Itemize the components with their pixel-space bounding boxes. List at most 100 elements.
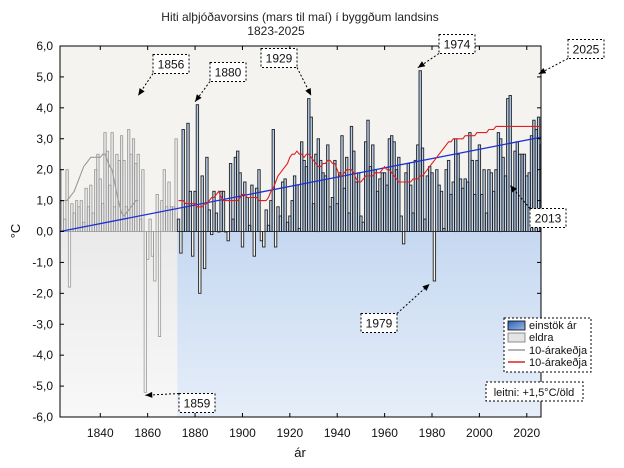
x-tick-label: 1900 [229,426,256,440]
legend-swatch-eldra [507,332,526,343]
callout-box-2025 [567,39,605,59]
y-tick-label: -2,0 [32,286,53,300]
bar-1980 [430,172,434,232]
x-axis: 1840 1860 1880 1900 1920 1940 1960 1980 2000 2020 [87,46,540,440]
bar-1874 [179,231,183,254]
bar-1861 [148,218,152,232]
trend-line [60,136,541,233]
old-running-mean-line [60,153,139,217]
callout-box-1859 [178,393,216,413]
x-tick-label: 1980 [419,426,446,440]
callout-label-1974: 1974 [444,38,471,52]
callout-label-2025: 2025 [573,43,600,57]
callout-label-1859: 1859 [184,397,211,411]
bar-1872 [174,138,178,232]
bar-1886 [207,209,211,232]
bar-1859 [143,231,147,393]
y-tick-label: 4,0 [36,101,53,115]
trend-label: leitni: +1,5°C/öld [494,387,575,399]
bar-1976 [420,147,425,232]
callout-arrow-2025 [538,68,547,74]
legend-label-einstok: einstök ár [529,320,577,332]
older-area-fill [60,129,178,417]
legend-label-old-mean: 10-árakeðja [529,345,588,357]
legend-label-mean: 10-árakeðja [529,357,588,369]
bar-1899 [238,172,242,232]
bar-1981 [432,231,437,282]
callout-line-1929 [296,67,312,96]
bar-1863 [153,231,157,282]
bar-1936 [326,144,330,232]
y-tick-label: -1,0 [32,255,53,269]
callout-arrow-1856 [138,88,145,96]
bar-1904 [250,184,254,232]
bar-1918 [283,178,287,232]
running-mean-line [178,125,541,208]
bar-1865 [157,231,162,337]
bar-1894 [226,231,230,242]
bar-1905 [252,231,256,257]
annotations: 1856 1880 1929 1974 2025 2013 1979 1859 [137,34,605,413]
bar-1910 [264,209,268,232]
x-tick-label: 1960 [371,426,398,440]
bar-1968 [401,231,406,245]
bar-1971 [409,184,413,232]
bar-1892 [221,190,226,232]
bar-1944 [345,156,349,232]
trend-label-box [485,381,584,402]
bar-1845 [110,132,114,232]
x-tick-label: 1880 [182,426,209,440]
x-tick-label: 2020 [513,426,540,440]
y-tick-label: 2,0 [36,163,53,177]
callout-arrow-1979 [422,284,430,291]
y-axis-label: °C [8,224,23,239]
legend: einstök ár eldra 10-árakeðja 10-árakeðja [503,317,592,373]
callout-box-1929 [260,48,298,68]
x-tick-label: 1860 [134,426,161,440]
callout-arrow-1859 [145,391,153,398]
y-tick-label: 0,0 [36,225,53,239]
x-tick-label: 1940 [324,426,351,440]
x-tick-label: 2000 [466,426,493,440]
bar-1887 [210,231,214,236]
callout-line-2025 [538,58,569,75]
bar-1879 [191,231,195,257]
y-tick-label: -3,0 [32,317,53,331]
callout-label-1929: 1929 [266,52,293,66]
legend-swatch-einstok [507,320,526,331]
bar-1836 [89,184,93,232]
bar-1942 [340,135,344,232]
bar-1914 [273,231,278,248]
bars-area-fill [177,70,541,417]
callout-box-1880 [209,62,247,82]
lines-layer [60,125,541,233]
callout-box-1974 [438,34,476,54]
y-tick-label: -4,0 [32,348,53,362]
bar-1878 [188,190,192,232]
y-axis: -6,0 -5,0 -4,0 -3,0 -2,0 -1,0 0,0 1,0 2,0 3,0 4,0 5… [32,39,541,424]
bar-1885 [205,156,209,232]
callout-label-1856: 1856 [158,58,185,72]
y-tick-label: -6,0 [32,410,53,424]
bar-1913 [271,129,275,232]
callout-box-1979 [360,313,398,333]
bar-1889 [214,212,219,232]
chart-title: Hiti alþjóðavorsins (mars til maí) í byg… [161,10,438,24]
bar-1877 [186,122,190,232]
bar-2000 [477,144,482,232]
callout-arrow-1929 [305,88,312,96]
bar-1881 [195,104,200,232]
callout-label-2013: 2013 [535,212,562,226]
bar-1909 [262,231,266,248]
bar-1856 [136,153,140,232]
callout-box-1856 [152,54,190,74]
y-tick-label: 3,0 [36,132,53,146]
bar-1984 [439,190,444,232]
y-tick-label: 5,0 [36,70,53,84]
area-fills [60,70,541,417]
callout-label-1979: 1979 [366,317,393,331]
bar-1832 [79,200,83,232]
chart-subtitle: 1823-2025 [247,24,305,38]
